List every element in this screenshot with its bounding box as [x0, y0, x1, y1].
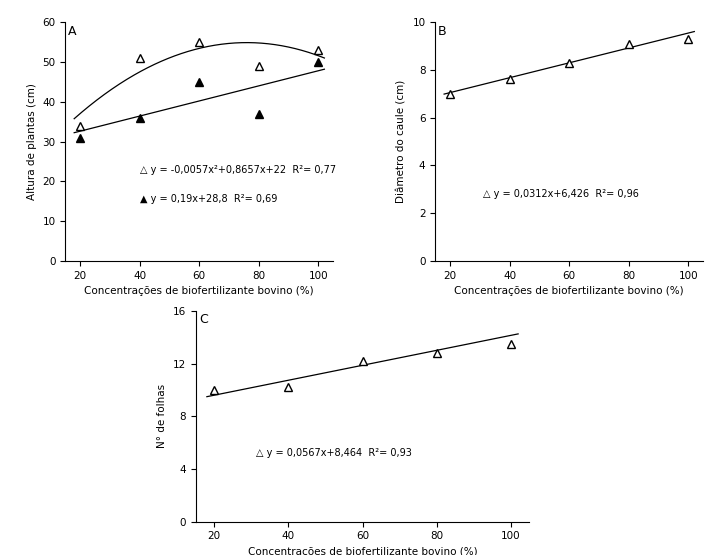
Text: B: B [438, 24, 447, 38]
Y-axis label: Altura de plantas (cm): Altura de plantas (cm) [27, 83, 37, 200]
Text: ▲ y = 0,19x+28,8  R²= 0,69: ▲ y = 0,19x+28,8 R²= 0,69 [141, 194, 278, 204]
Text: A: A [68, 24, 76, 38]
Y-axis label: Diâmetro do caule (cm): Diâmetro do caule (cm) [397, 80, 407, 203]
Text: C: C [199, 313, 208, 326]
Text: △ y = 0,0567x+8,464  R²= 0,93: △ y = 0,0567x+8,464 R²= 0,93 [256, 448, 412, 458]
X-axis label: Concentrações de biofertilizante bovino (%): Concentrações de biofertilizante bovino … [455, 286, 684, 296]
X-axis label: Concentrações de biofertilizante bovino (%): Concentrações de biofertilizante bovino … [85, 286, 314, 296]
Text: △ y = 0,0312x+6,426  R²= 0,96: △ y = 0,0312x+6,426 R²= 0,96 [484, 189, 639, 199]
X-axis label: Concentrações de biofertilizante bovino (%): Concentrações de biofertilizante bovino … [248, 547, 477, 555]
Y-axis label: N° de folhas: N° de folhas [157, 384, 167, 448]
Text: △ y = -0,0057x²+0,8657x+22  R²= 0,77: △ y = -0,0057x²+0,8657x+22 R²= 0,77 [141, 165, 336, 175]
